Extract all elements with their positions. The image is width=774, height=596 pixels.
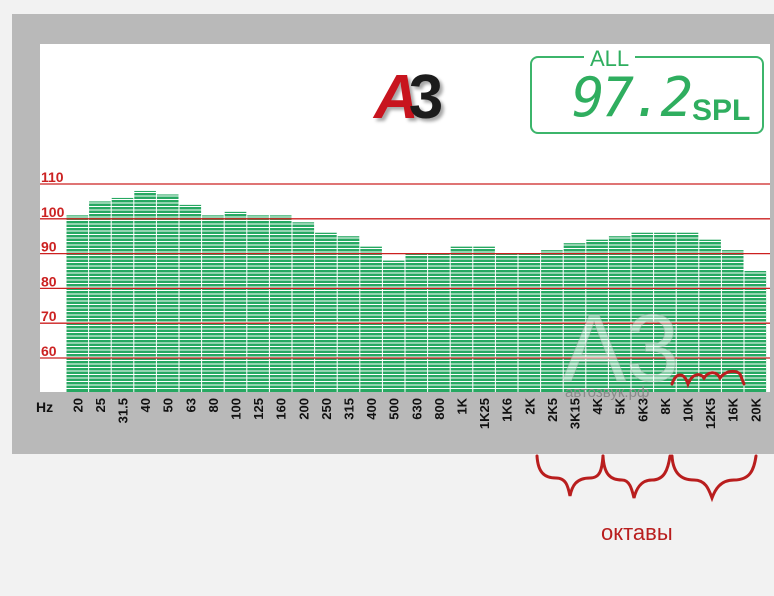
y-tick-label: 70	[41, 308, 57, 324]
x-tick-label-100: 100	[229, 398, 244, 420]
bracket-bottom-2	[601, 454, 672, 499]
x-tick-label-6K3: 6K3	[635, 398, 650, 422]
x-tick-label-500: 500	[387, 398, 402, 420]
bar-500	[382, 260, 405, 392]
x-tick-label-20: 20	[70, 398, 85, 412]
x-tick-label-1K: 1K	[455, 397, 470, 414]
x-tick-label-4K: 4K	[590, 397, 605, 414]
bracket-bottom-3	[670, 454, 758, 503]
y-tick-label: 100	[41, 204, 65, 220]
x-tick-label-125: 125	[251, 398, 266, 420]
x-tick-label-630: 630	[409, 398, 424, 420]
a3-logo: A3	[374, 58, 504, 140]
x-tick-label-10K: 10K	[681, 397, 696, 421]
x-tick-label-1K25: 1K25	[477, 398, 492, 429]
x-tick-label-20K: 20K	[748, 397, 763, 421]
x-tick-label-12K5: 12K5	[703, 398, 718, 429]
x-tick-label-400: 400	[364, 398, 379, 420]
bar-25	[89, 201, 111, 392]
analyzer-frame: 110 100 90 80 70 60 Hz 20 25 31.5 40 50 63 80 100 125 1…	[12, 14, 774, 454]
y-tick-label: 90	[41, 239, 57, 255]
x-tick-label-2K: 2K	[522, 397, 537, 414]
x-tick-label-5K: 5K	[613, 397, 628, 414]
y-tick-label: 60	[41, 343, 57, 359]
x-tick-label-3K15: 3K15	[568, 398, 583, 429]
x-tick-label-315: 315	[342, 398, 357, 420]
bar-1K	[450, 246, 473, 392]
x-tick-label-16K: 16K	[726, 397, 741, 421]
spectrum-chart: 110 100 90 80 70 60	[40, 167, 770, 392]
x-tick-label-63: 63	[183, 398, 198, 412]
x-axis-labels: Hz 20 25 31.5 40 50 63 80 100 125 160 200 250 315 400 5…	[36, 397, 763, 429]
x-tick-label-50: 50	[161, 398, 176, 412]
bar-1K25	[473, 246, 495, 392]
x-tick-label-250: 250	[319, 398, 334, 420]
y-tick-label: 110	[41, 169, 64, 185]
spl-unit: SPL	[692, 94, 751, 127]
x-tick-label-2K5: 2K5	[545, 398, 560, 422]
bar-400	[360, 246, 382, 392]
x-tick-label-8K: 8K	[658, 397, 673, 414]
watermark-logo: A3	[561, 295, 680, 403]
x-tick-label-40: 40	[138, 398, 153, 412]
x-tick-label-200: 200	[296, 398, 311, 420]
x-tick-label-25: 25	[93, 398, 108, 412]
level-display: ALL 97.2 SPL	[530, 46, 764, 134]
bracket-bottom-1	[535, 454, 605, 497]
bracket-top	[670, 369, 746, 389]
x-tick-label-800: 800	[432, 398, 447, 420]
y-tick-label: 80	[41, 273, 57, 289]
x-tick-label-160: 160	[274, 398, 289, 420]
spl-value: 97.2	[572, 66, 693, 129]
octaves-caption: октавы	[601, 520, 673, 545]
x-axis-title: Hz	[36, 399, 53, 415]
x-tick-label-1K6: 1K6	[500, 398, 515, 422]
x-tick-label-31.5: 31.5	[116, 398, 131, 423]
display-mode-label: ALL	[584, 46, 636, 72]
x-tick-label-80: 80	[206, 398, 221, 412]
watermark-site: автозвук.рф	[565, 384, 650, 401]
